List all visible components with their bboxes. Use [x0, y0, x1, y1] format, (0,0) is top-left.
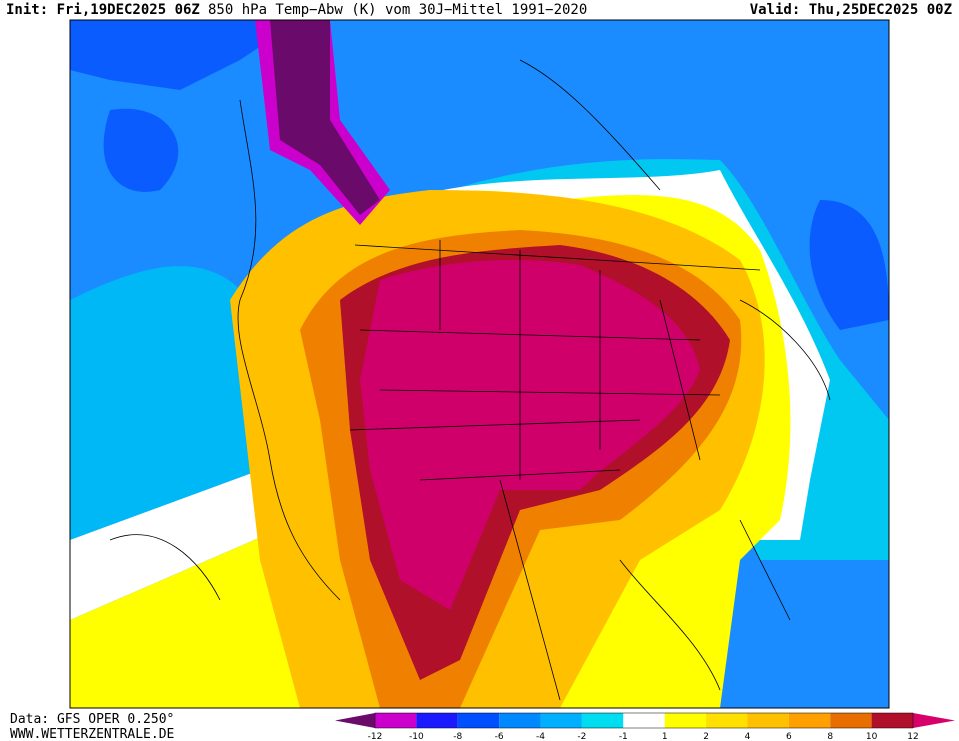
colorbar-segment [623, 713, 665, 728]
colorbar-tick-label: 12 [907, 732, 918, 741]
colorbar-tick-label: 2 [703, 732, 709, 741]
colorbar-end [913, 713, 955, 728]
colorbar-segment [375, 713, 417, 728]
colorbar-tick-label: -12 [368, 732, 383, 741]
data-source: Data: GFS OPER 0.250° [10, 712, 174, 727]
map [69, 19, 890, 709]
site-label: WWW.WETTERZENTRALE.DE [10, 727, 174, 741]
colorbar-tick-label: -6 [495, 732, 504, 741]
colorbar-segment [706, 713, 748, 728]
colorbar-segment [747, 713, 789, 728]
colorbar-frame [374, 712, 914, 729]
colorbar-end [335, 713, 375, 728]
init-label: Init: Fri,19DEC2025 06Z [6, 2, 200, 18]
colorbar-segment [788, 713, 831, 728]
valid-label: Valid: Thu,25DEC2025 00Z [750, 2, 952, 18]
colorbar-segment [664, 713, 707, 728]
colorbar-tick-label: -4 [536, 732, 545, 741]
colorbar-segment [830, 713, 872, 728]
map-title: 850 hPa Temp−Abw (K) vom 30J−Mittel 1991… [208, 2, 587, 18]
colorbar-tick-label: -1 [619, 732, 628, 741]
colorbar-segment [457, 713, 500, 728]
colorbar-tick-label: 6 [786, 732, 792, 741]
colorbar-tick-label: -8 [453, 732, 462, 741]
colorbar: -12 -10 -8 -6 -4 -2 -1 1 2 4 6 8 10 12 [335, 712, 955, 741]
colorbar-tick-label: 4 [745, 732, 751, 741]
colorbar-tick-label: -10 [409, 732, 424, 741]
colorbar-segment [416, 713, 458, 728]
colorbar-tick-label: -2 [577, 732, 586, 741]
colorbar-tick-label: 10 [866, 732, 878, 741]
colorbar-segment [540, 713, 582, 728]
colorbar-segment [871, 713, 913, 728]
colorbar-tick-label: 8 [827, 732, 833, 741]
colorbar-segment [499, 713, 541, 728]
colorbar-segment [581, 713, 624, 728]
colorbar-tick-label: 1 [662, 732, 668, 741]
